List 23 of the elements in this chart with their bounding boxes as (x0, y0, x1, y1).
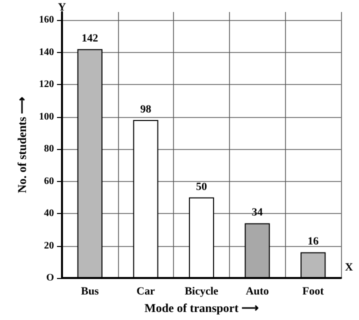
data-label: 142 (82, 32, 99, 45)
x-tick-label: Car (136, 286, 155, 298)
y-tick-label: 20 (44, 240, 54, 252)
y-tick-label: 120 (39, 79, 54, 90)
text: X (345, 262, 353, 274)
x-tick-label: Bicycle (184, 286, 218, 298)
y-tick-label: 40 (44, 208, 54, 220)
y-tick-label: O (46, 272, 54, 284)
y-tick-label: 80 (44, 144, 54, 155)
data-label: 98 (140, 104, 152, 116)
x-axis-title: Mode of transport ⟶ (144, 300, 258, 315)
x-tick-label: Auto (246, 286, 270, 298)
y-axis-title: No. of students ⟶ (15, 96, 30, 194)
y-tick-label: 140 (39, 46, 54, 58)
y-tick-label: 160 (39, 14, 54, 26)
y-tick-label: 60 (44, 176, 54, 187)
x-tick-label: Bus (81, 286, 100, 298)
x-tick-label: Foot (302, 286, 324, 298)
annotation: Y (58, 2, 66, 14)
y-tick-label: 100 (39, 111, 54, 122)
data-label: 50 (196, 180, 208, 193)
data-label: 34 (252, 206, 264, 219)
data-label: 16 (308, 236, 320, 248)
